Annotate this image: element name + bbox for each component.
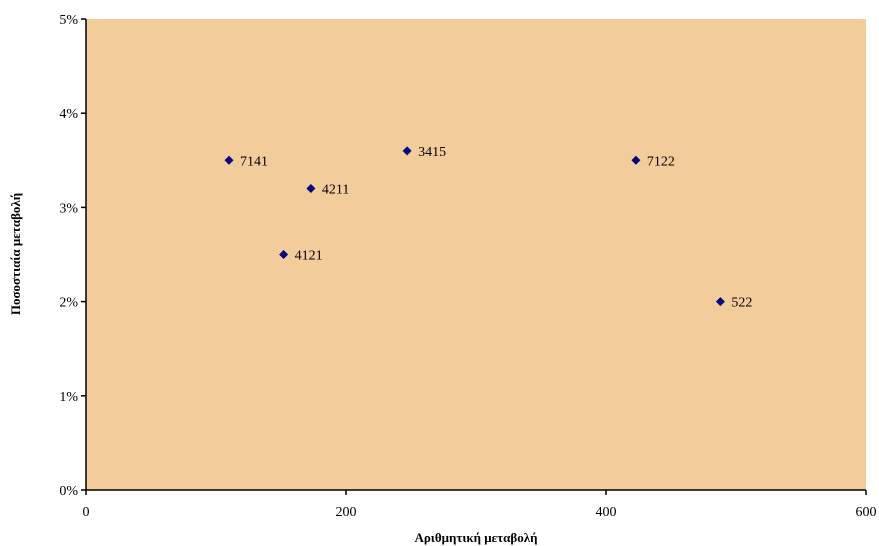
y-tick-label: 4% xyxy=(59,107,78,122)
data-point-label: 3415 xyxy=(418,145,446,160)
x-tick-label: 600 xyxy=(856,505,877,520)
data-point-label: 7122 xyxy=(647,154,675,169)
x-axis: 0 200 400 600 xyxy=(83,489,877,520)
data-point-marker xyxy=(402,146,412,156)
y-axis-title: Ποσοστιαία μεταβολή xyxy=(8,193,23,315)
plot-area xyxy=(86,19,866,490)
data-point-marker xyxy=(224,155,234,165)
y-tick-label: 2% xyxy=(59,296,78,311)
y-tick-label: 5% xyxy=(59,13,78,28)
y-tick-label: 0% xyxy=(59,484,78,499)
data-point-marker xyxy=(279,250,289,259)
x-tick-label: 400 xyxy=(596,505,617,520)
y-tick-label: 3% xyxy=(59,201,78,216)
x-tick-label: 200 xyxy=(336,505,357,520)
y-tick-label: 1% xyxy=(59,390,78,405)
data-point-label: 522 xyxy=(731,296,752,311)
data-point-label: 7141 xyxy=(240,154,268,169)
data-point-marker xyxy=(306,184,316,194)
data-points: 7141 4211 4121 3415 7122 522 xyxy=(224,145,752,311)
data-point-label: 4211 xyxy=(322,183,349,198)
data-point-label: 4121 xyxy=(295,249,323,264)
x-axis-title: Αριθμητική μεταβολή xyxy=(414,530,537,545)
data-point-marker xyxy=(715,297,725,307)
data-point-marker xyxy=(631,155,641,165)
y-axis: 0% 1% 2% 3% 4% 5% xyxy=(59,13,87,499)
x-tick-label: 0 xyxy=(83,505,90,520)
